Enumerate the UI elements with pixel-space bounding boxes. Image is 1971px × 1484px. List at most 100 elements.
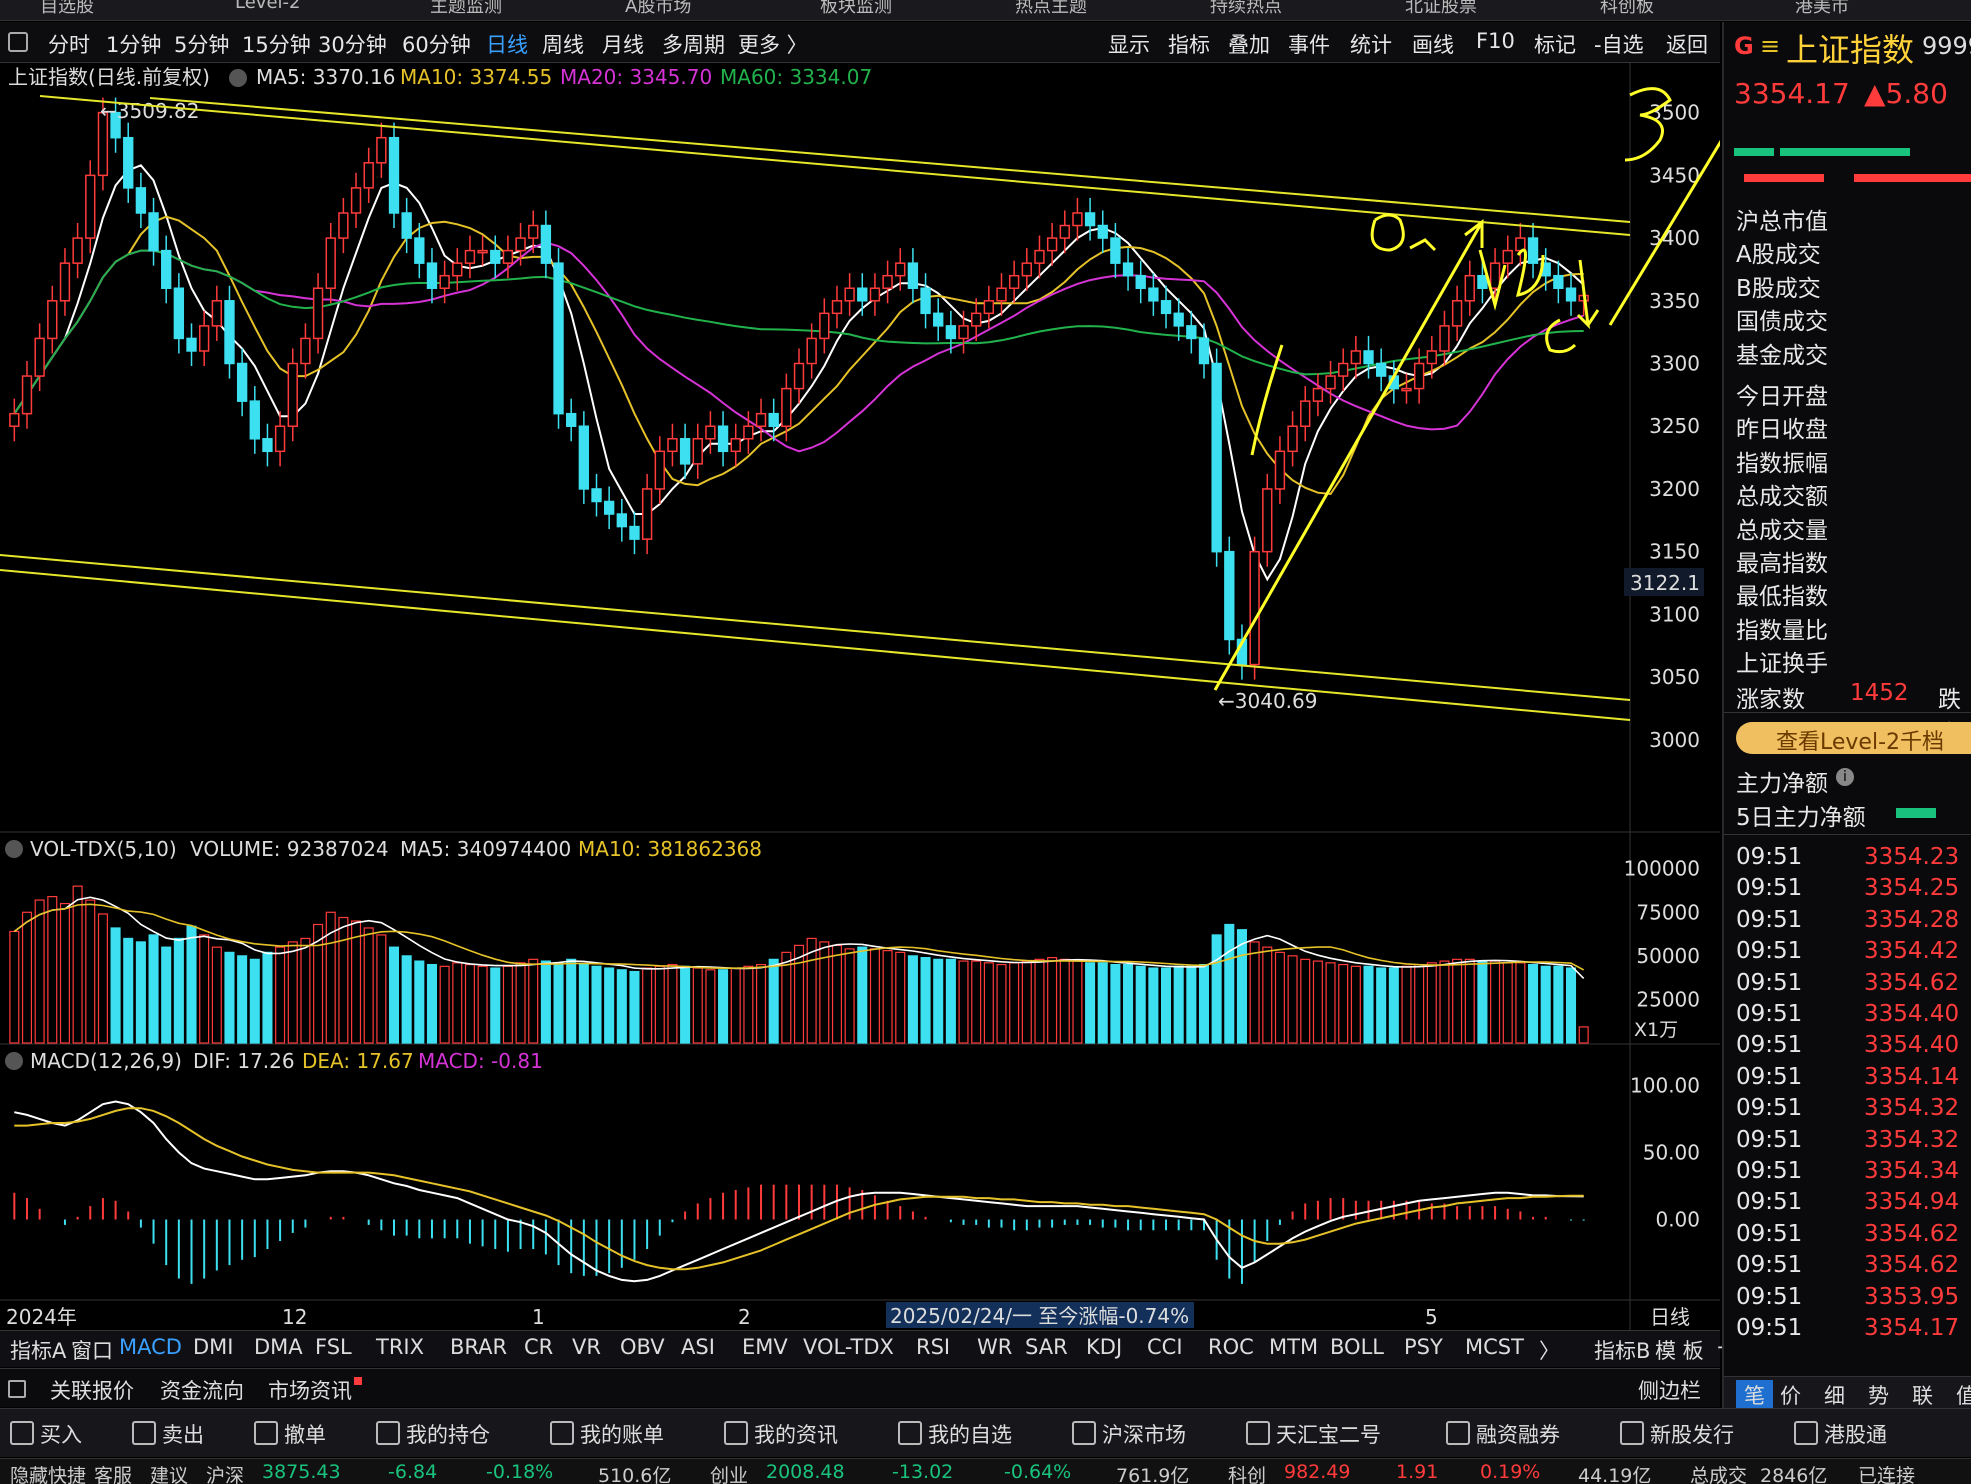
action-button[interactable]: 我的资讯 [724, 1419, 838, 1449]
window-toggle-icon[interactable] [8, 32, 28, 52]
period-9[interactable]: 多周期 [662, 33, 725, 57]
action-button[interactable]: 我的自选 [898, 1419, 1012, 1449]
volume-bar [831, 944, 842, 1044]
top-tab[interactable]: A股市场 [625, 0, 692, 17]
top-tab[interactable]: 持续热点 [1210, 0, 1282, 17]
indicator-tab[interactable]: DMI [193, 1335, 234, 1359]
indicator-tab[interactable]: MACD [119, 1335, 182, 1359]
tool-4[interactable]: 统计 [1350, 33, 1392, 57]
indicator-tab[interactable]: OBV [620, 1335, 665, 1359]
top-tab[interactable]: 北证股票 [1405, 0, 1477, 17]
tool-5[interactable]: 画线 [1412, 33, 1454, 57]
menu-icon[interactable]: ≡ [1760, 32, 1781, 60]
vol-options-icon[interactable] [5, 840, 23, 858]
indicator-tab[interactable]: PSY [1404, 1335, 1443, 1359]
indicator-tab[interactable]: RSI [916, 1335, 951, 1359]
candle [490, 249, 501, 264]
top-tab[interactable]: 板块监测 [820, 0, 892, 17]
period-2[interactable]: 5分钟 [174, 33, 230, 57]
action-button[interactable]: 新股发行 [1620, 1419, 1734, 1449]
period-5[interactable]: 60分钟 [402, 33, 471, 57]
indicator-tab[interactable]: EMV [742, 1335, 788, 1359]
period-7[interactable]: 周线 [542, 33, 584, 57]
kline-chart[interactable]: 3000305031003150320032503300335034003450… [0, 63, 1720, 1330]
tool-3[interactable]: 事件 [1288, 33, 1330, 57]
indicator-tab[interactable]: BRAR [450, 1335, 508, 1359]
tool-1[interactable]: 指标 [1168, 33, 1210, 57]
indicator-tab[interactable]: 〉 [1539, 1339, 1560, 1363]
indicator-tab[interactable]: SAR [1025, 1335, 1068, 1359]
candle [1363, 350, 1374, 365]
action-button[interactable]: 融资融券 [1446, 1419, 1560, 1449]
collapse-icon[interactable] [8, 1380, 26, 1398]
volume-bar [1211, 934, 1222, 1044]
action-icon [1246, 1421, 1270, 1445]
side-tab[interactable]: 值 [1956, 1380, 1971, 1408]
sidebar-toggle-button[interactable]: 侧边栏 [1638, 1379, 1701, 1403]
action-icon [376, 1421, 400, 1445]
action-button[interactable]: 我的账单 [550, 1419, 664, 1449]
period-6[interactable]: 日线 [486, 33, 528, 57]
indicator-tab[interactable]: MTM [1269, 1335, 1319, 1359]
indicator-tab[interactable]: 指标B [1594, 1339, 1651, 1363]
volume-bar [262, 951, 273, 1044]
indicator-tab[interactable]: 指标A [10, 1339, 67, 1363]
tool-7[interactable]: 标记 [1534, 33, 1576, 57]
top-tab[interactable]: 科创板 [1600, 0, 1654, 17]
indicator-tab[interactable]: WR [977, 1335, 1013, 1359]
period-4[interactable]: 30分钟 [318, 33, 387, 57]
indicator-tab[interactable]: DMA [254, 1335, 303, 1359]
side-tab[interactable]: 势 [1868, 1384, 1889, 1408]
indicator-tab[interactable]: VR [572, 1335, 601, 1359]
action-button[interactable]: 港股通 [1794, 1419, 1887, 1449]
period-3[interactable]: 15分钟 [242, 33, 311, 57]
info-icon[interactable]: i [1836, 768, 1854, 786]
action-button[interactable]: 撤单 [254, 1419, 326, 1449]
tool-0[interactable]: 显示 [1108, 33, 1150, 57]
top-tab[interactable]: 热点主题 [1015, 0, 1087, 17]
top-tab[interactable]: 港美市 [1795, 0, 1849, 17]
indicator-tab[interactable]: CCI [1147, 1335, 1183, 1359]
side-tab[interactable]: 联 [1912, 1384, 1933, 1408]
side-tab[interactable]: 细 [1824, 1384, 1845, 1408]
indicator-tab[interactable]: ROC [1208, 1335, 1254, 1359]
volume-bar [1363, 965, 1374, 1044]
indicator-tab[interactable]: 窗口 [71, 1339, 113, 1363]
period-0[interactable]: 分时 [48, 33, 90, 57]
macd-options-icon[interactable] [5, 1052, 23, 1070]
candle [540, 224, 552, 264]
period-10[interactable]: 更多 〉 [738, 33, 808, 57]
tool-9[interactable]: 返回 [1666, 33, 1708, 57]
tool-6[interactable]: F10 [1476, 29, 1515, 53]
action-button[interactable]: 卖出 [132, 1419, 204, 1449]
action-button[interactable]: 天汇宝二号 [1246, 1419, 1381, 1449]
tool-8[interactable]: -自选 [1594, 33, 1644, 57]
top-tab[interactable]: 主题监测 [430, 0, 502, 17]
period-8[interactable]: 月线 [602, 33, 644, 57]
indicator-tab[interactable]: ASI [681, 1335, 715, 1359]
top-tab[interactable]: Level-2 [235, 0, 301, 13]
level2-button[interactable]: 查看Level-2千档 [1736, 722, 1971, 755]
tool-2[interactable]: 叠加 [1228, 33, 1270, 57]
side-tab[interactable]: 笔 [1736, 1380, 1773, 1408]
indicator-tab[interactable]: BOLL [1330, 1335, 1384, 1359]
volume-bar [907, 955, 918, 1044]
action-button[interactable]: 我的持仓 [376, 1419, 490, 1449]
period-1[interactable]: 1分钟 [106, 33, 162, 57]
indicator-tab[interactable]: CR [524, 1335, 554, 1359]
action-button[interactable]: 买入 [10, 1419, 82, 1449]
info-tab[interactable]: 关联报价 [50, 1379, 134, 1403]
side-tab[interactable]: 价 [1780, 1384, 1801, 1408]
indicator-tab[interactable]: FSL [315, 1335, 352, 1359]
info-tab[interactable]: 市场资讯 [268, 1379, 352, 1403]
top-tab[interactable]: 自选股 [40, 0, 94, 17]
indicator-tab[interactable]: MCST [1465, 1335, 1524, 1359]
candle [426, 262, 438, 289]
action-button[interactable]: 沪深市场 [1072, 1419, 1186, 1449]
indicator-tab[interactable]: VOL-TDX [803, 1335, 894, 1359]
info-tab[interactable]: 资金流向 [160, 1379, 244, 1403]
chart-options-icon[interactable] [229, 69, 247, 87]
indicator-tab[interactable]: TRIX [376, 1335, 424, 1359]
indicator-tab[interactable]: KDJ [1086, 1335, 1123, 1359]
indicator-tab[interactable]: 模 板 [1655, 1339, 1704, 1363]
